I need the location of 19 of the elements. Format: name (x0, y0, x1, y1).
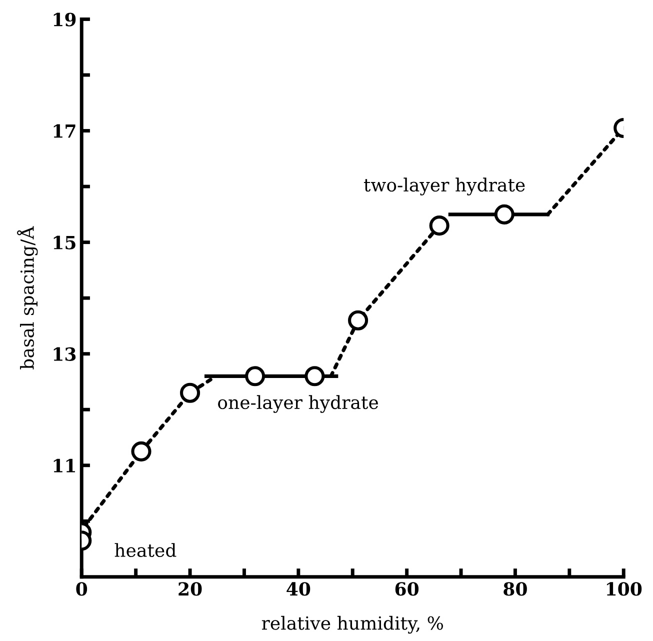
point (429, 216, 450, 236)
y-tick-label: 17 (54, 124, 76, 138)
x-tick-label: 60 (395, 582, 419, 596)
x-tick-label: 0 (76, 582, 88, 596)
annotation: one-layer hydrate (218, 395, 378, 413)
annotation: two-layer hydrate (364, 178, 525, 196)
x-tick-label: 80 (504, 582, 527, 596)
x-tick-label: 40 (286, 582, 310, 596)
y-axis-title: basal spacing/Å (16, 226, 38, 370)
y-tick-label: 19 (54, 12, 76, 26)
y-tick-label: 15 (54, 236, 76, 250)
x-tick-label: 100 (606, 582, 642, 596)
y-tick-label: 13 (54, 347, 76, 361)
point (348, 310, 368, 330)
y-tick-label: 11 (54, 458, 75, 472)
point (304, 366, 325, 386)
x-axis-title: relative humidity, % (262, 616, 443, 634)
x-tick-label: 20 (178, 582, 202, 596)
annotation: heated (114, 543, 176, 558)
